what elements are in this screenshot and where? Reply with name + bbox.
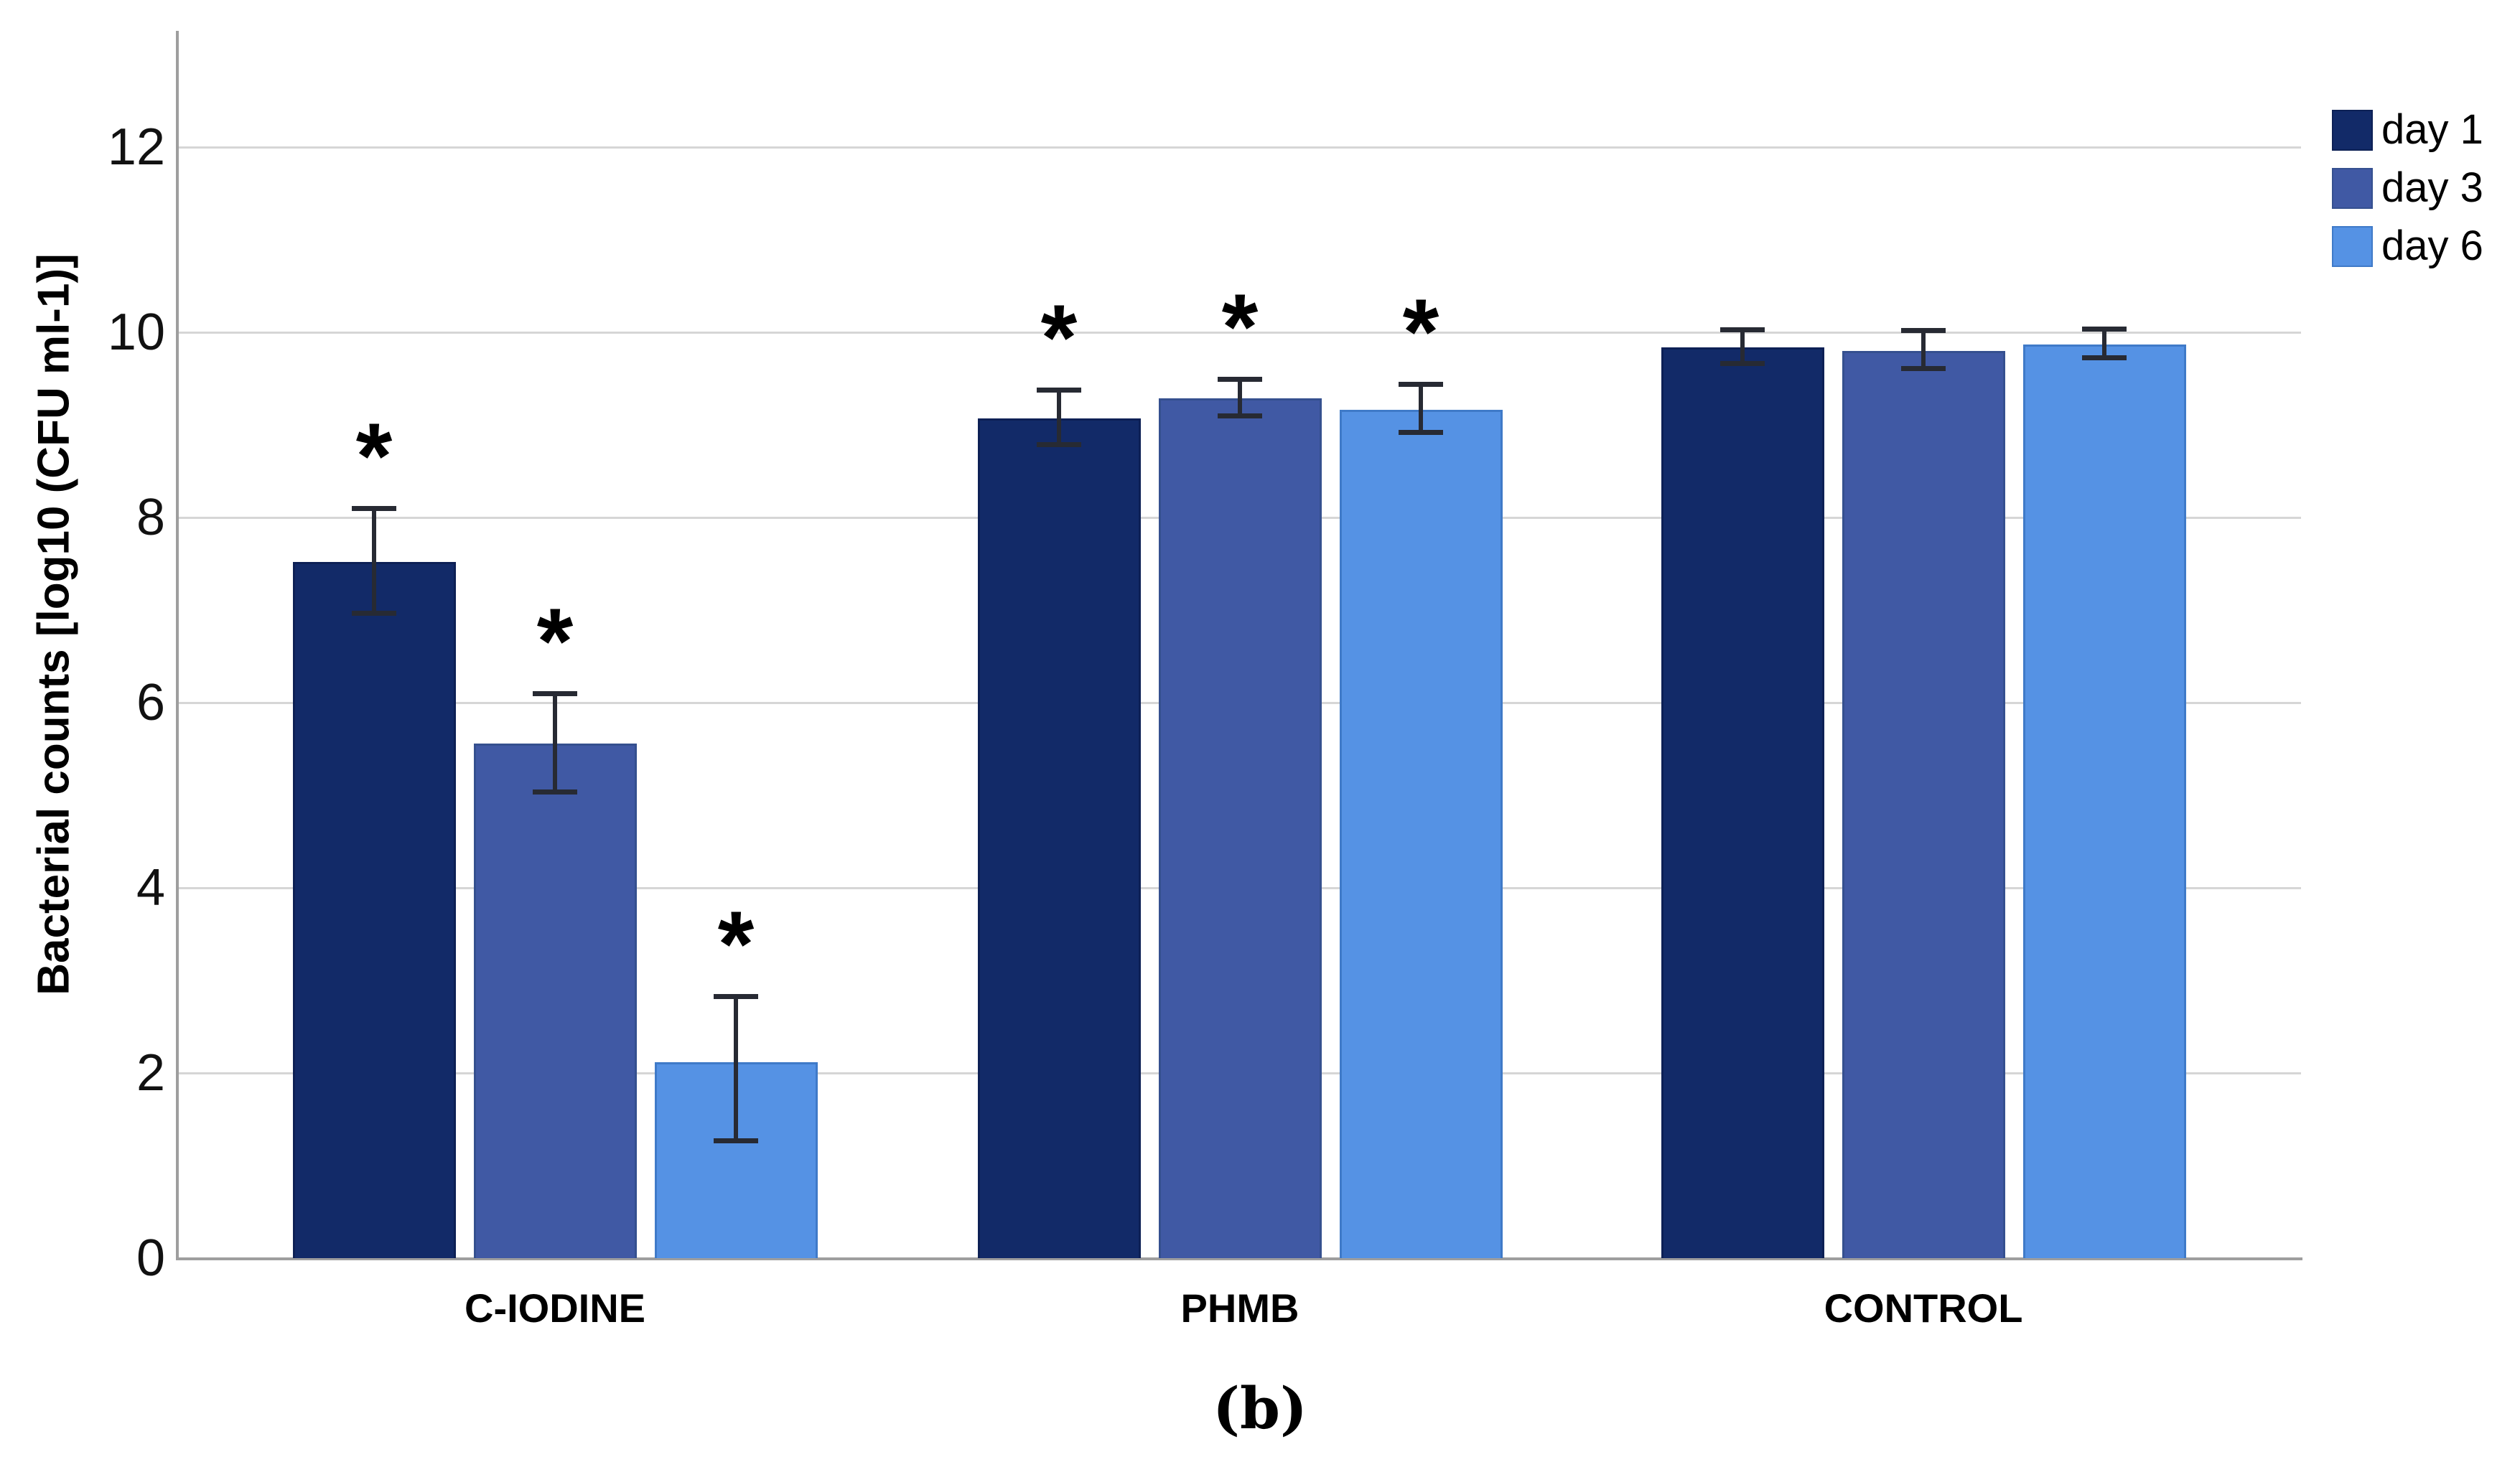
error-bar-cap-bottom bbox=[2082, 355, 2127, 360]
significance-asterisk: * bbox=[717, 891, 755, 996]
y-tick-label-8: 8 bbox=[136, 489, 165, 546]
legend-item-day1: day 1 bbox=[2332, 109, 2483, 151]
bar-phmb-day1 bbox=[977, 418, 1141, 1258]
x-axis-line bbox=[176, 1257, 2302, 1260]
error-bar-cap-top bbox=[352, 506, 396, 512]
error-bar-stem bbox=[1238, 378, 1242, 416]
y-tick-label-6: 6 bbox=[136, 674, 165, 731]
x-category-label-c-iodine: C-IODINE bbox=[465, 1285, 645, 1331]
error-bar-stem bbox=[553, 693, 557, 792]
y-tick-label-4: 4 bbox=[136, 859, 165, 917]
bar-control-day3 bbox=[1842, 350, 2005, 1258]
bar-phmb-day3 bbox=[1158, 398, 1322, 1258]
error-bar-stem bbox=[1419, 384, 1423, 433]
error-bar-cap-top bbox=[1037, 387, 1081, 393]
error-bar-cap-top bbox=[1218, 376, 1262, 382]
error-bar-cap-top bbox=[1399, 382, 1443, 388]
error-bar-cap-bottom bbox=[1901, 366, 1946, 372]
error-bar-stem bbox=[1740, 329, 1745, 363]
y-tick-label-0: 0 bbox=[136, 1229, 165, 1287]
error-bar-stem bbox=[2102, 328, 2106, 357]
error-bar-cap-bottom bbox=[533, 789, 577, 795]
significance-asterisk: * bbox=[536, 589, 574, 694]
significance-asterisk: * bbox=[1040, 284, 1078, 390]
legend-swatch-icon bbox=[2332, 225, 2373, 267]
bar-control-day6 bbox=[2022, 344, 2186, 1258]
bar-phmb-day6 bbox=[1339, 410, 1503, 1258]
error-bar-cap-top bbox=[1901, 328, 1946, 334]
gridline-y-12 bbox=[177, 146, 2301, 149]
x-category-label-control: CONTROL bbox=[1824, 1285, 2023, 1331]
error-bar-cap-top bbox=[1720, 327, 1765, 333]
legend-label: day 6 bbox=[2381, 222, 2483, 269]
error-bar-cap-top bbox=[2082, 326, 2127, 332]
legend: day 1 day 3 day 6 bbox=[2332, 109, 2483, 267]
legend-item-day6: day 6 bbox=[2332, 225, 2483, 267]
error-bar-cap-bottom bbox=[1399, 430, 1443, 436]
legend-label: day 1 bbox=[2381, 106, 2483, 153]
legend-swatch-icon bbox=[2332, 167, 2373, 209]
error-bar-stem bbox=[734, 995, 738, 1141]
bar-c-iodine-day1 bbox=[292, 561, 456, 1258]
x-category-label-phmb: PHMB bbox=[1180, 1285, 1299, 1331]
error-bar-stem bbox=[1921, 330, 1926, 369]
error-bar-cap-bottom bbox=[714, 1138, 758, 1144]
y-tick-label-10: 10 bbox=[107, 304, 165, 361]
error-bar-cap-bottom bbox=[1037, 442, 1081, 448]
error-bar-cap-bottom bbox=[352, 610, 396, 616]
significance-asterisk: * bbox=[355, 403, 393, 509]
y-axis-line bbox=[176, 31, 179, 1258]
y-tick-label-2: 2 bbox=[136, 1044, 165, 1102]
error-bar-cap-top bbox=[714, 993, 758, 999]
significance-asterisk: * bbox=[1402, 279, 1439, 385]
error-bar-cap-bottom bbox=[1218, 413, 1262, 419]
bar-control-day1 bbox=[1661, 347, 1824, 1258]
legend-item-day3: day 3 bbox=[2332, 167, 2483, 209]
legend-swatch-icon bbox=[2332, 109, 2373, 151]
error-bar-cap-top bbox=[533, 691, 577, 697]
y-tick-label-12: 12 bbox=[107, 118, 165, 176]
error-bar-stem bbox=[1057, 389, 1061, 445]
bar-c-iodine-day3 bbox=[473, 743, 637, 1258]
gridline-y-10 bbox=[177, 332, 2301, 334]
significance-asterisk: * bbox=[1221, 273, 1259, 379]
error-bar-cap-bottom bbox=[1720, 360, 1765, 366]
legend-label: day 3 bbox=[2381, 164, 2483, 211]
error-bar-stem bbox=[372, 508, 376, 613]
figure-caption: (b) bbox=[1213, 1374, 1307, 1442]
